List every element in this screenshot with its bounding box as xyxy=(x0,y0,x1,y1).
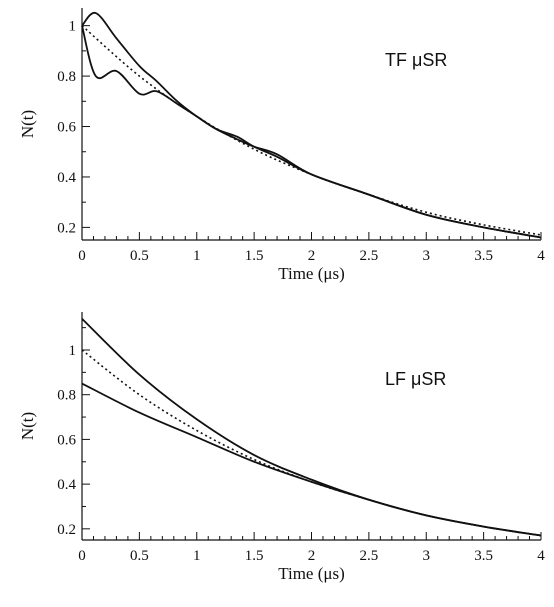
x-tick-label: 1.5 xyxy=(245,548,264,564)
x-tick-label: 2.5 xyxy=(360,548,379,564)
x-tick-label: 2 xyxy=(308,248,316,264)
x-tick-label: 4 xyxy=(537,248,545,264)
x-tick-label: 3.5 xyxy=(474,248,493,264)
y-tick-label: 0.8 xyxy=(57,388,76,404)
y-tick-label: 0.8 xyxy=(57,69,76,85)
panel-lf: 0 0.5 1 1.5 2 2.5 3 3.5 4 0.2 0.4 0.6 0.8 1 Time (μs) N… xyxy=(18,312,545,583)
x-axis-label: Time (μs) xyxy=(278,264,345,283)
series-line-2 xyxy=(81,25,542,239)
chart-annotation: LF μSR xyxy=(385,369,446,389)
x-tick-label: 2 xyxy=(308,548,316,564)
x-tick-label: 0.5 xyxy=(130,248,149,264)
panel-tf: 0 0.5 1 1.5 2 2.5 3 3.5 4 0.2 0.4 0.6 0.8 1 Time (μs) N… xyxy=(18,8,545,283)
series-line-1 xyxy=(81,11,542,239)
x-tick-label: 2.5 xyxy=(360,248,379,264)
x-tick-label: 0 xyxy=(78,248,86,264)
chart-annotation: TF μSR xyxy=(385,50,447,70)
x-tick-label: 4 xyxy=(537,548,545,564)
series-line-dotted xyxy=(81,349,542,537)
x-tick-label: 1 xyxy=(193,548,201,564)
y-tick-label: 1 xyxy=(69,343,77,359)
y-tick-label: 0.2 xyxy=(57,220,76,236)
x-tick-label: 0.5 xyxy=(130,548,149,564)
x-axis-label: Time (μs) xyxy=(278,564,345,583)
series-line-1 xyxy=(81,318,542,537)
y-tick-label: 0.4 xyxy=(57,170,76,186)
x-tick-label: 3.5 xyxy=(474,548,493,564)
series-line-2 xyxy=(81,382,542,537)
series-line-dotted xyxy=(81,25,542,236)
x-tick-label: 3 xyxy=(423,248,431,264)
x-tick-label: 3 xyxy=(423,548,431,564)
y-tick-label: 0.2 xyxy=(57,522,76,538)
y-tick-label: 0.4 xyxy=(57,477,76,493)
x-tick-label: 1.5 xyxy=(245,248,264,264)
x-tick-label: 0 xyxy=(78,548,86,564)
y-axis-label: N(t) xyxy=(18,412,37,440)
y-tick-label: 0.6 xyxy=(57,432,76,448)
x-tick-label: 1 xyxy=(193,248,201,264)
y-tick-label: 1 xyxy=(69,19,77,35)
y-tick-label: 0.6 xyxy=(57,120,76,136)
y-axis-label: N(t) xyxy=(18,110,37,138)
